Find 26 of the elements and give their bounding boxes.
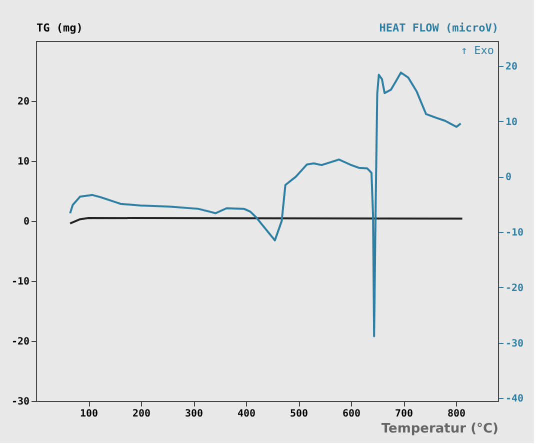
x-axis-title: Temperatur (°C) xyxy=(381,422,498,436)
y2-axis-title: HEAT FLOW (microV) xyxy=(379,22,498,34)
x-tick-label: 600 xyxy=(342,408,361,420)
y2-tick-label: -20 xyxy=(506,282,524,294)
y2-tick-label: 10 xyxy=(506,116,518,128)
y2-tick-label: -40 xyxy=(506,394,524,405)
y-tick-label: -30 xyxy=(11,396,30,408)
y2-tick-label: 0 xyxy=(506,172,512,184)
y-tick-label: 10 xyxy=(17,156,30,168)
y-tick-label: 0 xyxy=(23,216,30,228)
x-tick-label: 300 xyxy=(184,408,204,420)
line-series xyxy=(69,72,462,338)
y2-tick-label: 20 xyxy=(506,61,518,72)
x-tick-label: 700 xyxy=(394,408,414,420)
x-tick-label: 100 xyxy=(80,408,98,420)
y2-tick-label: -10 xyxy=(506,228,524,239)
y-axis-title: TG (mg) xyxy=(36,22,83,34)
y-tick-label: -10 xyxy=(11,276,30,288)
annotation: ↑ Exo xyxy=(460,44,494,57)
y2-tick-label: -30 xyxy=(506,338,524,350)
x-tick-label: 500 xyxy=(290,408,308,420)
x-tick-label: 400 xyxy=(237,408,256,420)
x-tick-label: 200 xyxy=(132,408,151,420)
y-tick-label: 20 xyxy=(17,96,30,108)
y-tick-label: -20 xyxy=(11,336,30,348)
x-tick-label: 800 xyxy=(447,408,466,420)
